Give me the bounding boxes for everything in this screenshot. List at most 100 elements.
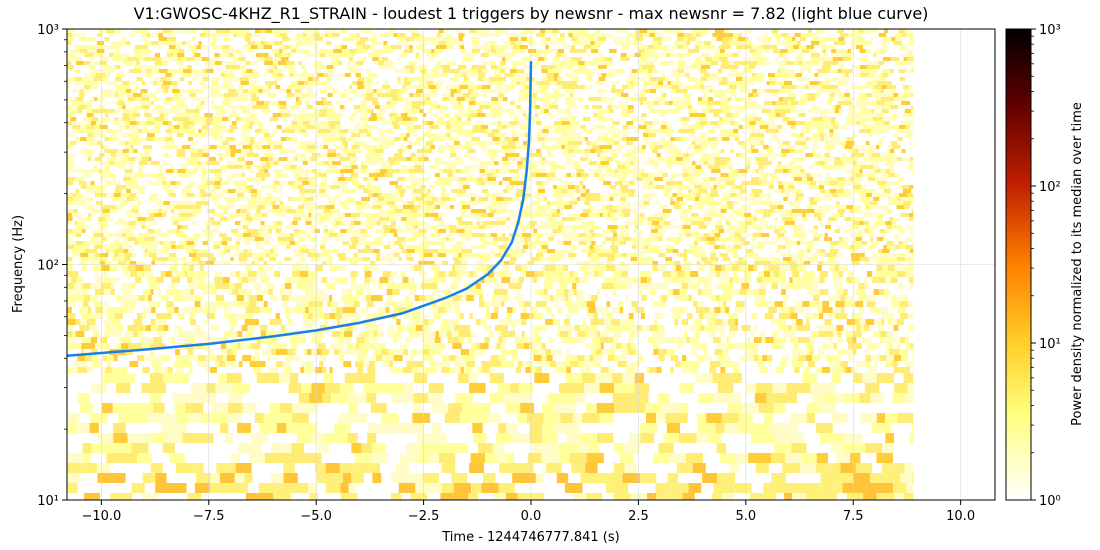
spectrogram-pixel bbox=[818, 157, 828, 161]
spectrogram-pixel bbox=[108, 249, 115, 253]
spectrogram-pixel bbox=[461, 57, 465, 61]
spectrogram-pixel bbox=[734, 61, 741, 65]
spectrogram-pixel bbox=[74, 57, 82, 61]
spectrogram-pixel bbox=[317, 73, 324, 77]
spectrogram-pixel bbox=[700, 121, 708, 125]
spectrogram-pixel bbox=[683, 105, 689, 109]
spectrogram-pixel bbox=[814, 197, 820, 201]
spectrogram-pixel bbox=[305, 197, 314, 201]
spectrogram-pixel bbox=[121, 81, 130, 85]
spectrogram-pixel bbox=[128, 157, 136, 161]
spectrogram-pixel bbox=[563, 185, 568, 189]
spectrogram-pixel bbox=[653, 237, 659, 241]
spectrogram-pixel bbox=[883, 245, 887, 249]
spectrogram-pixel bbox=[778, 105, 787, 109]
spectrogram-pixel bbox=[381, 57, 389, 61]
spectrogram-pixel bbox=[771, 133, 777, 137]
spectrogram-pixel bbox=[850, 253, 859, 257]
spectrogram-pixel bbox=[654, 173, 663, 177]
spectrogram-pixel bbox=[876, 237, 884, 241]
spectrogram-pixel bbox=[480, 173, 487, 177]
spectrogram-pixel bbox=[95, 189, 104, 193]
spectrogram-pixel bbox=[476, 29, 483, 33]
spectrogram-pixel bbox=[213, 161, 220, 165]
spectrogram-pixel bbox=[633, 157, 640, 161]
spectrogram-pixel bbox=[147, 229, 154, 233]
spectrogram-pixel bbox=[179, 229, 185, 233]
spectrogram-pixel bbox=[533, 241, 541, 245]
spectrogram-pixel bbox=[450, 153, 457, 157]
spectrogram-pixel bbox=[572, 165, 577, 169]
spectrogram-pixel bbox=[264, 173, 270, 177]
spectrogram-pixel bbox=[273, 161, 279, 165]
spectrogram-pixel bbox=[449, 205, 455, 209]
spectrogram-pixel bbox=[710, 189, 718, 193]
spectrogram-pixel bbox=[126, 245, 133, 249]
spectrogram-pixel bbox=[720, 205, 728, 209]
spectrogram-pixel bbox=[86, 45, 95, 49]
spectrogram-pixel bbox=[874, 121, 879, 125]
spectrogram-pixel bbox=[266, 165, 271, 169]
spectrogram-pixel bbox=[905, 237, 914, 241]
spectrogram-pixel bbox=[839, 97, 843, 101]
spectrogram-pixel bbox=[462, 193, 470, 197]
spectrogram-pixel bbox=[772, 237, 776, 241]
spectrogram-pixel bbox=[191, 129, 196, 133]
spectrogram-pixel bbox=[335, 145, 341, 149]
spectrogram-pixel bbox=[361, 141, 368, 145]
spectrogram-pixel bbox=[304, 41, 311, 45]
spectrogram-pixel bbox=[566, 29, 574, 33]
spectrogram-pixel bbox=[683, 153, 689, 157]
spectrogram-pixel bbox=[530, 165, 538, 169]
spectrogram-pixel bbox=[371, 49, 377, 53]
spectrogram-pixel bbox=[709, 177, 717, 181]
spectrogram-pixel bbox=[221, 241, 228, 245]
spectrogram-pixel bbox=[420, 185, 426, 189]
spectrogram-pixel bbox=[225, 149, 231, 153]
spectrogram-pixel bbox=[150, 161, 160, 165]
spectrogram-pixel bbox=[516, 145, 521, 149]
spectrogram-pixel bbox=[685, 73, 690, 77]
spectrogram-pixel bbox=[544, 93, 553, 97]
spectrogram-pixel bbox=[757, 89, 766, 93]
spectrogram-pixel bbox=[514, 173, 519, 177]
spectrogram-pixel bbox=[588, 37, 594, 41]
spectrogram-pixel bbox=[662, 193, 669, 197]
spectrogram-pixel bbox=[775, 169, 783, 173]
spectrogram-pixel bbox=[477, 69, 482, 73]
spectrogram-pixel bbox=[893, 217, 900, 221]
spectrogram-pixel bbox=[320, 245, 325, 249]
spectrogram-pixel bbox=[162, 41, 168, 45]
spectrogram-pixel bbox=[713, 165, 720, 169]
spectrogram-pixel bbox=[553, 121, 562, 125]
spectrogram-pixel bbox=[652, 245, 661, 249]
spectrogram-pixel bbox=[428, 37, 436, 41]
spectrogram-pixel bbox=[108, 33, 114, 37]
spectrogram-pixel bbox=[860, 165, 869, 169]
spectrogram-pixel bbox=[535, 153, 542, 157]
spectrogram-pixel bbox=[505, 57, 510, 61]
spectrogram-pixel bbox=[660, 61, 669, 65]
spectrogram-pixel bbox=[540, 145, 547, 149]
spectrogram-pixel bbox=[766, 81, 770, 85]
spectrogram-pixel bbox=[849, 85, 855, 89]
spectrogram-pixel bbox=[466, 221, 473, 225]
spectrogram-pixel bbox=[86, 137, 94, 141]
spectrogram-pixel bbox=[389, 229, 397, 233]
spectrogram-pixel bbox=[146, 69, 152, 73]
spectrogram-pixel bbox=[733, 245, 742, 249]
spectrogram-pixel bbox=[413, 93, 422, 97]
spectrogram-pixel bbox=[845, 89, 851, 93]
spectrogram-pixel bbox=[644, 161, 651, 165]
spectrogram-pixel bbox=[72, 125, 78, 129]
spectrogram-pixel bbox=[891, 113, 898, 117]
spectrogram-pixel bbox=[73, 197, 81, 201]
spectrogram-pixel bbox=[411, 33, 420, 37]
spectrogram-pixel bbox=[749, 65, 756, 69]
spectrogram-pixel bbox=[551, 41, 560, 45]
spectrogram-pixel bbox=[151, 41, 155, 45]
spectrogram-pixel bbox=[67, 209, 73, 213]
spectrogram-pixel bbox=[849, 225, 854, 229]
spectrogram-pixel bbox=[614, 181, 623, 185]
spectrogram-pixel bbox=[501, 121, 510, 125]
